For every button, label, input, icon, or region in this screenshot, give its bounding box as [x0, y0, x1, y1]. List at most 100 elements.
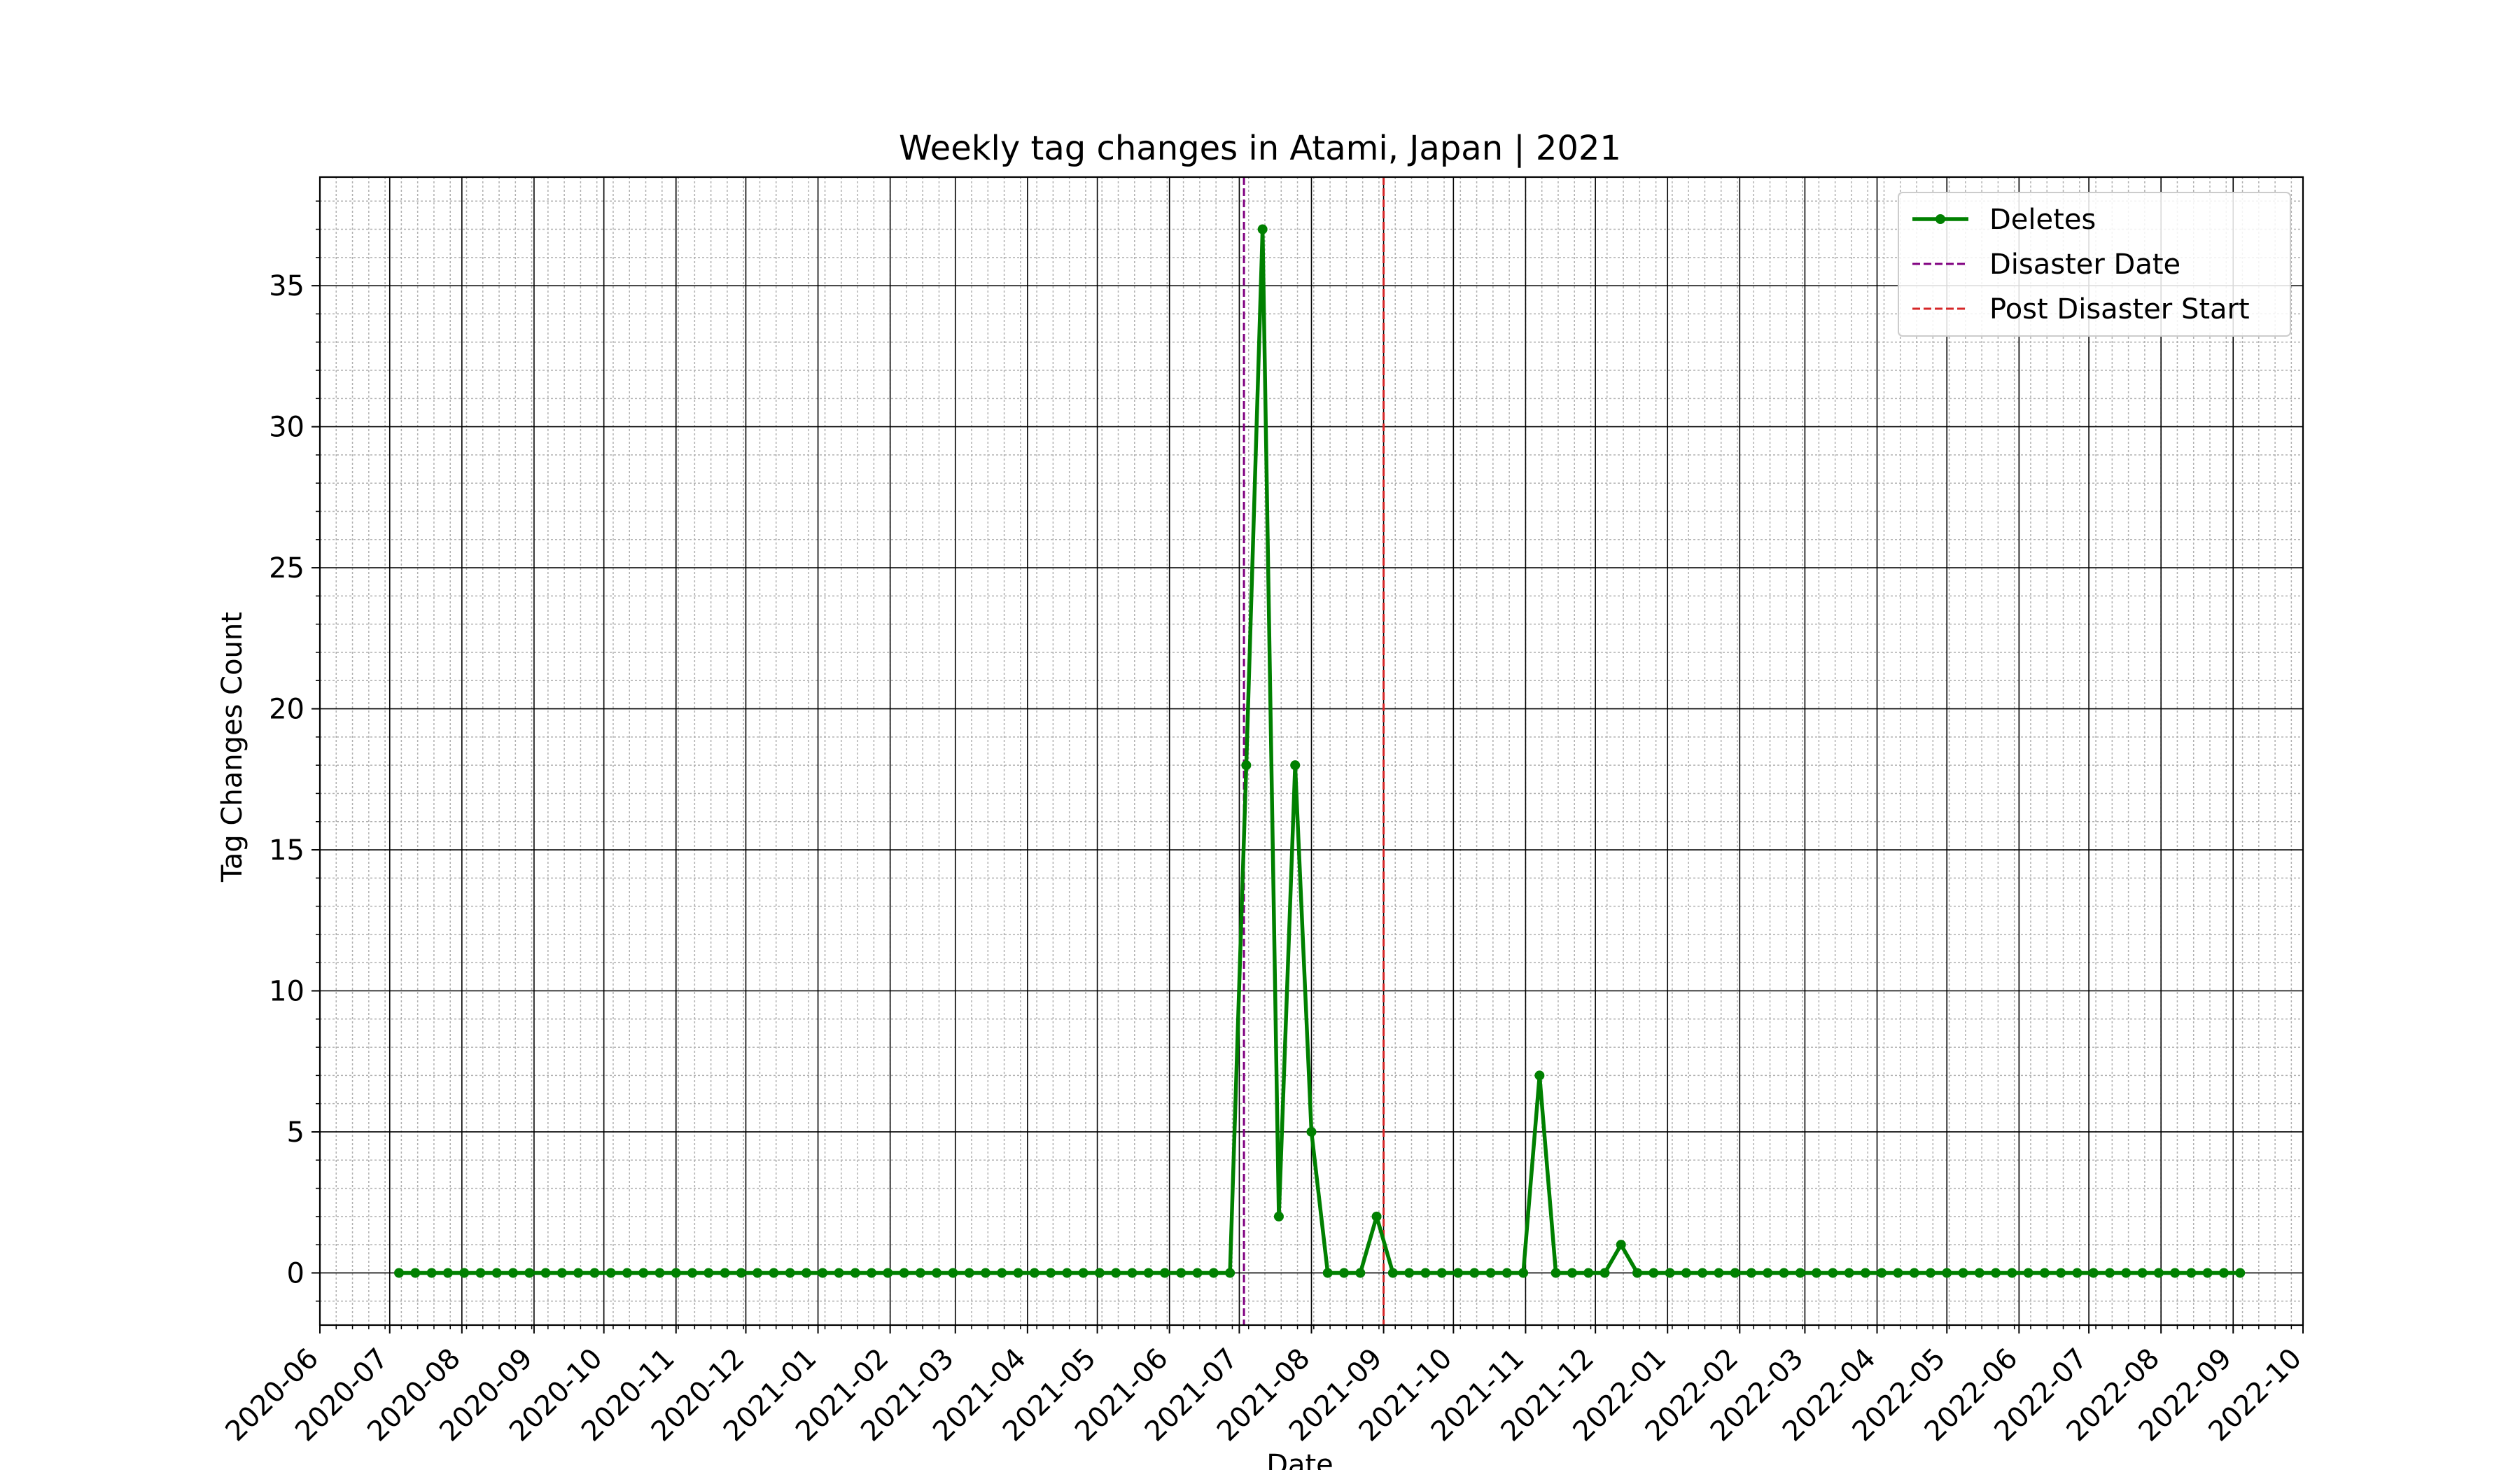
- data-point: [671, 1268, 681, 1278]
- data-point: [1925, 1268, 1935, 1278]
- data-point: [883, 1268, 893, 1278]
- data-point: [1860, 1268, 1870, 1278]
- data-point: [1583, 1268, 1594, 1278]
- data-point: [1322, 1268, 1333, 1278]
- data-point: [1420, 1268, 1431, 1278]
- data-point: [1877, 1268, 1887, 1278]
- data-point: [1355, 1268, 1366, 1278]
- legend-label: Deletes: [1989, 204, 2096, 236]
- data-point: [1306, 1126, 1317, 1137]
- y-tick-label: 35: [269, 270, 304, 302]
- data-point: [1534, 1070, 1545, 1081]
- data-point: [1094, 1268, 1105, 1278]
- data-point: [442, 1268, 453, 1278]
- data-point: [1371, 1211, 1382, 1222]
- data-point: [932, 1268, 942, 1278]
- y-tick-label: 30: [269, 412, 304, 444]
- data-point: [948, 1268, 958, 1278]
- data-point: [801, 1268, 811, 1278]
- data-point: [1143, 1268, 1154, 1278]
- data-point: [964, 1268, 974, 1278]
- data-point: [997, 1268, 1007, 1278]
- data-point: [1485, 1268, 1496, 1278]
- y-tick-label: 0: [287, 1257, 304, 1289]
- data-point: [720, 1268, 730, 1278]
- data-point: [2218, 1268, 2229, 1278]
- data-point: [1160, 1268, 1170, 1278]
- data-point: [573, 1268, 584, 1278]
- data-point: [1746, 1268, 1756, 1278]
- data-point: [834, 1268, 844, 1278]
- data-point: [915, 1268, 925, 1278]
- data-point: [980, 1268, 990, 1278]
- legend-label: Post Disaster Start: [1989, 293, 2250, 326]
- data-point: [1062, 1268, 1072, 1278]
- axes-frame: [318, 176, 2304, 1326]
- data-point: [867, 1268, 877, 1278]
- data-point: [1387, 1268, 1398, 1278]
- y-tick-label: 15: [269, 834, 304, 867]
- data-point: [654, 1268, 665, 1278]
- data-point: [556, 1268, 567, 1278]
- data-point: [1844, 1268, 1854, 1278]
- data-point: [1339, 1268, 1350, 1278]
- data-point: [2235, 1268, 2246, 1278]
- data-point: [1828, 1268, 1838, 1278]
- y-tick-label: 25: [269, 552, 304, 584]
- data-point: [1013, 1268, 1023, 1278]
- legend-label: Disaster Date: [1989, 248, 2180, 281]
- data-point: [736, 1268, 746, 1278]
- y-tick-label: 20: [269, 694, 304, 726]
- data-point: [704, 1268, 714, 1278]
- y-tick-label: 5: [287, 1116, 304, 1149]
- data-point: [1681, 1268, 1691, 1278]
- data-point: [2072, 1268, 2082, 1278]
- data-point: [2056, 1268, 2066, 1278]
- data-point: [2039, 1268, 2050, 1278]
- data-point: [2153, 1268, 2164, 1278]
- data-point: [1436, 1268, 1447, 1278]
- data-point: [1452, 1268, 1463, 1278]
- data-point: [622, 1268, 632, 1278]
- data-point: [2007, 1268, 2017, 1278]
- data-point: [1600, 1268, 1610, 1278]
- data-point: [1991, 1268, 2001, 1278]
- data-point: [475, 1268, 486, 1278]
- data-point: [540, 1268, 551, 1278]
- data-point: [1225, 1268, 1236, 1278]
- data-point: [1779, 1268, 1789, 1278]
- deletes-markers: [394, 224, 2246, 1278]
- data-point: [1893, 1268, 1903, 1278]
- data-point: [1550, 1268, 1561, 1278]
- data-point: [1942, 1268, 1952, 1278]
- data-point: [2105, 1268, 2115, 1278]
- chart-title: Weekly tag changes in Atami, Japan | 202…: [899, 129, 1621, 168]
- legend-marker: [1935, 214, 1945, 224]
- data-point: [1029, 1268, 1040, 1278]
- data-point: [638, 1268, 649, 1278]
- data-point: [1078, 1268, 1088, 1278]
- data-point: [1909, 1268, 1919, 1278]
- data-point: [850, 1268, 860, 1278]
- data-point: [2137, 1268, 2148, 1278]
- data-point: [785, 1268, 795, 1278]
- data-point: [899, 1268, 909, 1278]
- data-point: [1974, 1268, 1984, 1278]
- data-point: [1632, 1268, 1643, 1278]
- data-point: [1290, 760, 1301, 771]
- data-point: [1714, 1268, 1724, 1278]
- y-tick-label: 10: [269, 976, 304, 1008]
- data-point: [1958, 1268, 1968, 1278]
- data-point: [2170, 1268, 2180, 1278]
- legend-box: [1898, 192, 2291, 337]
- data-point: [426, 1268, 437, 1278]
- data-point: [2202, 1268, 2213, 1278]
- data-point: [606, 1268, 616, 1278]
- data-point: [1518, 1268, 1529, 1278]
- data-point: [818, 1268, 828, 1278]
- data-point: [1241, 760, 1252, 771]
- data-point: [1616, 1240, 1626, 1250]
- data-point: [687, 1268, 698, 1278]
- data-point: [1111, 1268, 1121, 1278]
- data-point: [1273, 1211, 1284, 1222]
